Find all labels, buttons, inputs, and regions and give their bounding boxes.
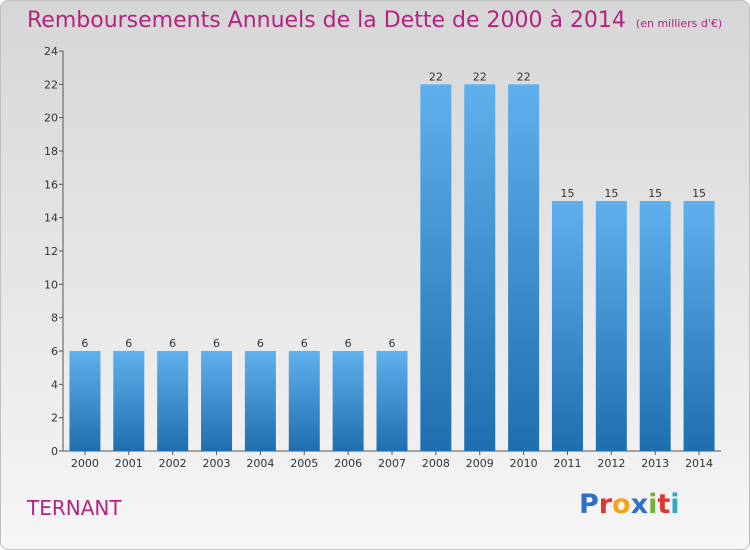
bar-value-label: 6: [213, 337, 220, 350]
bar-value-label: 6: [169, 337, 176, 350]
y-tick-label: 20: [44, 112, 58, 125]
bar-value-label: 6: [125, 337, 132, 350]
bar-value-label: 6: [257, 337, 264, 350]
y-tick-label: 14: [44, 212, 58, 225]
x-tick-label: 2006: [334, 457, 362, 470]
logo-letter: P: [579, 489, 599, 520]
bar: [508, 84, 540, 451]
x-tick-label: 2004: [246, 457, 274, 470]
y-tick-label: 22: [44, 78, 58, 91]
x-tick-label: 2003: [203, 457, 231, 470]
y-tick-label: 10: [44, 278, 58, 291]
bar-value-label: 6: [345, 337, 352, 350]
bar-value-label: 15: [604, 187, 618, 200]
bar-value-label: 15: [692, 187, 706, 200]
x-tick-label: 2012: [597, 457, 625, 470]
x-tick-label: 2011: [553, 457, 581, 470]
y-tick-label: 16: [44, 178, 58, 191]
bar: [551, 201, 583, 451]
x-tick-label: 2013: [641, 457, 669, 470]
y-tick-label: 18: [44, 145, 58, 158]
bar-value-label: 22: [473, 70, 487, 83]
x-tick-label: 2009: [466, 457, 494, 470]
chart-title: Remboursements Annuels de la Dette de 20…: [27, 8, 722, 33]
bar-value-label: 22: [429, 70, 443, 83]
bar: [201, 351, 233, 451]
bar: [69, 351, 101, 451]
bar: [332, 351, 364, 451]
bars: 6 6 6 6 6 6 6 6 22 22 22 15 15 15 15: [69, 70, 715, 451]
bar: [420, 84, 452, 451]
bar-value-label: 6: [81, 337, 88, 350]
bar: [639, 201, 671, 451]
x-tick-label: 2010: [510, 457, 538, 470]
bar-value-label: 22: [517, 70, 531, 83]
logo-letter: o: [612, 489, 631, 520]
bar: [288, 351, 320, 451]
bar-value-label: 15: [560, 187, 574, 200]
x-tick-label: 2005: [290, 457, 318, 470]
bar: [464, 84, 496, 451]
logo-letter: r: [598, 489, 613, 520]
y-tick-label: 2: [51, 412, 58, 425]
bar: [595, 201, 627, 451]
x-tick-label: 2014: [685, 457, 713, 470]
bar: [157, 351, 189, 451]
logo-letter: i: [670, 489, 680, 520]
x-tick-label: 2008: [422, 457, 450, 470]
x-tick-label: 2007: [378, 457, 406, 470]
x-tick-label: 2001: [115, 457, 143, 470]
logo-letter: x: [630, 489, 649, 520]
y-tick-label: 24: [44, 45, 58, 58]
logo-letter: i: [648, 489, 658, 520]
y-tick-label: 8: [51, 312, 58, 325]
bar: [683, 201, 715, 451]
logo-letter: t: [657, 489, 671, 520]
bar-value-label: 6: [301, 337, 308, 350]
unit-text: (en milliers d'€): [635, 17, 723, 30]
bar: [113, 351, 145, 451]
y-tick-label: 4: [51, 378, 58, 391]
bar-value-label: 6: [389, 337, 396, 350]
y-tick-label: 12: [44, 245, 58, 258]
proxiti-logo[interactable]: Proxiti: [579, 489, 680, 520]
y-tick-label: 6: [51, 345, 58, 358]
x-tick-label: 2000: [71, 457, 99, 470]
title-text: Remboursements Annuels de la Dette de 20…: [27, 8, 626, 33]
commune-name: TERNANT: [27, 496, 122, 520]
bar: [376, 351, 408, 451]
x-tick-label: 2002: [159, 457, 187, 470]
bar-value-label: 15: [648, 187, 662, 200]
y-tick-label: 0: [51, 445, 58, 458]
bar: [244, 351, 276, 451]
